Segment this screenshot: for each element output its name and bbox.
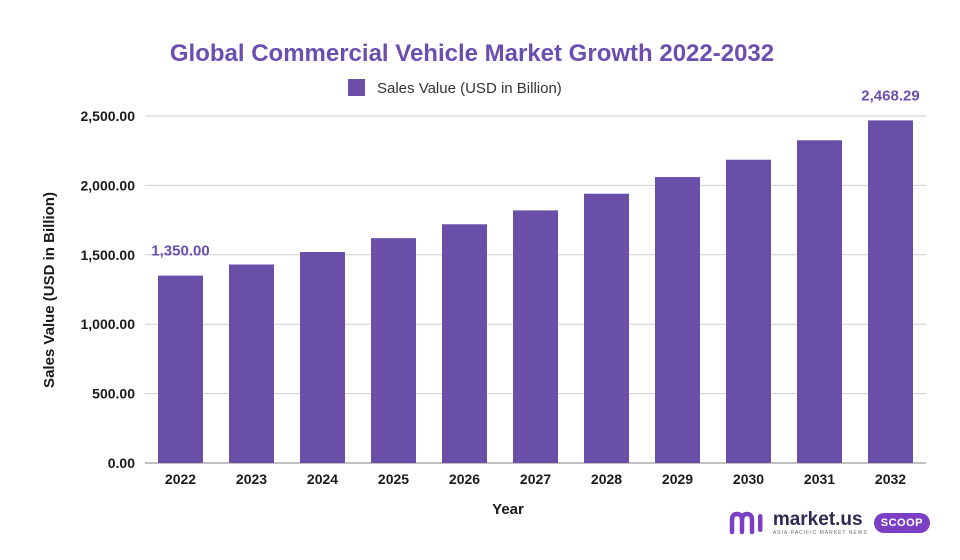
bars xyxy=(158,120,913,464)
brand-tagline: ASIA-PACIFIC MARKET NEWS xyxy=(772,530,868,536)
bar xyxy=(584,193,629,463)
bar xyxy=(797,140,842,464)
data-label: 2,468.29 xyxy=(861,87,919,104)
y-axis-ticks: 0.00 500.00 1,000.00 1,500.00 2,000.00 2,500.… xyxy=(81,108,136,471)
y-tick-label: 500.00 xyxy=(92,386,135,402)
x-axis-ticks: 2022 2023 2024 2025 2026 2027 2028 2029 2030 2031… xyxy=(165,471,906,487)
bar xyxy=(868,120,913,464)
legend: Sales Value (USD in Billion) xyxy=(348,79,562,97)
y-tick-label: 0.00 xyxy=(108,455,135,471)
market-us-logo-icon xyxy=(729,511,763,535)
legend-label: Sales Value (USD in Billion) xyxy=(377,80,562,97)
brand-logo: market.us ASIA-PACIFIC MARKET NEWS SCOOP xyxy=(729,508,930,538)
x-tick-label: 2031 xyxy=(804,471,835,487)
bar xyxy=(442,224,487,463)
bar xyxy=(300,252,345,463)
x-tick-label: 2025 xyxy=(378,471,409,487)
x-tick-label: 2032 xyxy=(875,471,906,487)
y-tick-label: 2,000.00 xyxy=(81,177,136,193)
brand-name: market.us xyxy=(772,509,863,530)
x-tick-label: 2026 xyxy=(449,471,480,487)
bar xyxy=(513,210,558,463)
bar xyxy=(726,159,771,464)
y-axis-label: Sales Value (USD in Billion) xyxy=(41,192,58,388)
bar xyxy=(229,264,274,463)
x-tick-label: 2029 xyxy=(662,471,693,487)
data-labels: 1,350.00 2,468.29 xyxy=(151,87,919,259)
bar xyxy=(158,275,203,463)
bar xyxy=(655,177,700,463)
data-label: 1,350.00 xyxy=(151,243,209,260)
brand-badge: SCOOP xyxy=(873,513,930,533)
brand-text: market.us ASIA-PACIFIC MARKET NEWS xyxy=(773,510,868,536)
legend-swatch xyxy=(348,79,365,96)
x-tick-label: 2027 xyxy=(520,471,551,487)
y-tick-label: 2,500.00 xyxy=(81,108,136,124)
bar xyxy=(371,238,416,463)
x-tick-label: 2023 xyxy=(236,471,267,487)
y-tick-label: 1,500.00 xyxy=(81,247,136,263)
x-tick-label: 2030 xyxy=(733,471,764,487)
x-tick-label: 2024 xyxy=(307,471,338,487)
x-axis-label: Year xyxy=(492,501,524,518)
chart-title: Global Commercial Vehicle Market Growth … xyxy=(170,40,774,67)
x-tick-label: 2028 xyxy=(591,471,622,487)
y-tick-label: 1,000.00 xyxy=(81,316,136,332)
x-tick-label: 2022 xyxy=(165,471,196,487)
